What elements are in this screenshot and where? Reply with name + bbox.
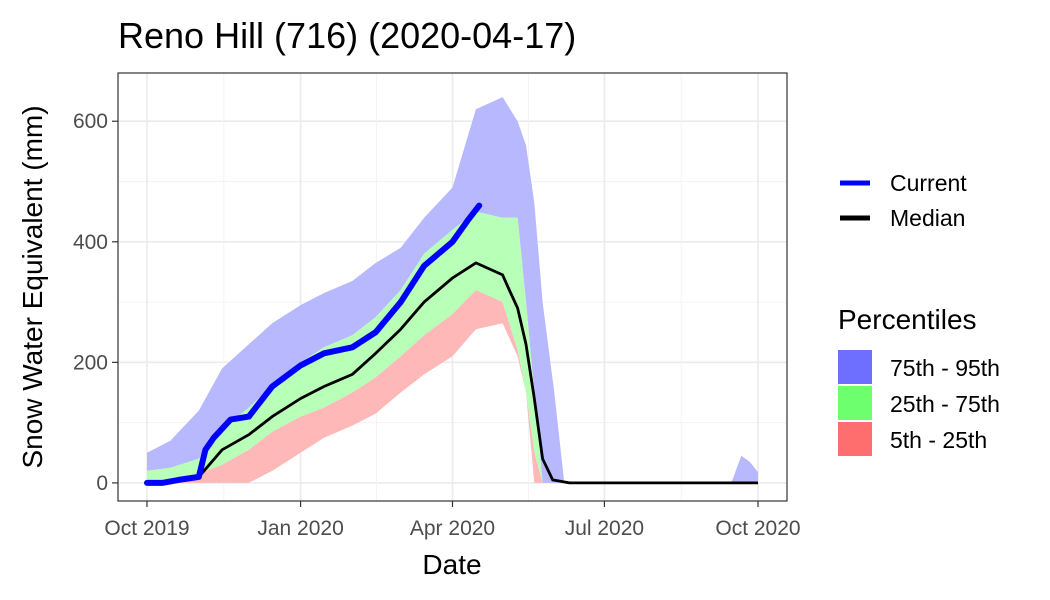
x-axis: Oct 2019 Jan 2020 Apr 2020 Jul 2020 Oct 2020 bbox=[104, 501, 801, 540]
x-tick-label: Jan 2020 bbox=[257, 517, 343, 540]
y-tick-label: 400 bbox=[73, 231, 108, 254]
band-5-25 bbox=[147, 290, 758, 483]
series-lines bbox=[144, 202, 758, 486]
legend-key-75-95 bbox=[838, 350, 872, 384]
y-tick-label: 200 bbox=[73, 351, 108, 374]
y-axis: 0 200 400 600 bbox=[73, 110, 118, 495]
x-tick-label: Oct 2020 bbox=[715, 517, 800, 540]
x-tick-label: Apr 2020 bbox=[410, 517, 495, 540]
y-tick-label: 0 bbox=[96, 472, 108, 495]
legend-key-5-25 bbox=[838, 422, 872, 456]
chart-title: Reno Hill (716) (2020-04-17) bbox=[118, 15, 576, 56]
median-line bbox=[147, 261, 758, 485]
band-25-75 bbox=[147, 211, 758, 483]
legend-label-5-25: 5th - 25th bbox=[890, 427, 987, 453]
x-tick-label: Jul 2020 bbox=[565, 517, 644, 540]
legend-label-current: Current bbox=[890, 170, 967, 196]
current-line bbox=[144, 202, 483, 486]
legend-title-percentiles: Percentiles bbox=[838, 304, 977, 335]
x-axis-title: Date bbox=[422, 549, 481, 580]
x-tick-label: Oct 2019 bbox=[104, 517, 189, 540]
legend-key-25-75 bbox=[838, 386, 872, 420]
legend: Current Median Percentiles 75th - 95th 2… bbox=[838, 170, 1000, 456]
y-tick-label: 600 bbox=[73, 110, 108, 133]
legend-label-25-75: 25th - 75th bbox=[890, 391, 1000, 417]
legend-label-75-95: 75th - 95th bbox=[890, 355, 1000, 381]
legend-label-median: Median bbox=[890, 205, 965, 231]
y-axis-title: Snow Water Equivalent (mm) bbox=[17, 105, 48, 468]
